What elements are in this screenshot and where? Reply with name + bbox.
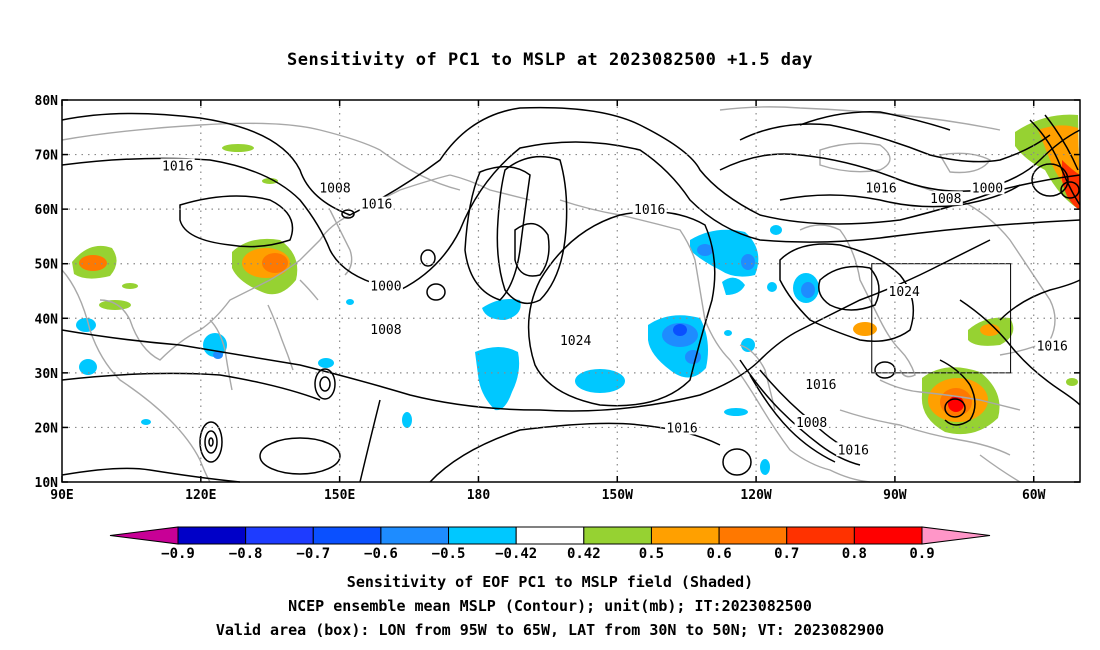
shaded-sensitivity-areas — [72, 114, 1080, 475]
contour-label-bg — [970, 180, 1005, 195]
contour-label: 1016 — [1037, 340, 1068, 355]
colorbar-label: −0.9 — [161, 546, 195, 562]
colorbar-label: 0.42 — [567, 546, 601, 562]
contour-label: 1008 — [796, 416, 827, 431]
colorbar-swatch — [312, 526, 382, 545]
lat-label: 60N — [35, 203, 59, 218]
contour-label: 1008 — [370, 323, 401, 338]
colorbar-label: −0.8 — [229, 546, 263, 562]
lon-label: 90E — [50, 488, 73, 503]
colorbar-label: −0.7 — [296, 546, 330, 562]
contour-label-bg — [368, 322, 403, 337]
contour-label-bg — [318, 180, 353, 195]
lat-label: 30N — [35, 367, 59, 382]
contour-label-bg — [1035, 338, 1070, 353]
contour-label-bg — [836, 442, 871, 457]
colorbar-swatch — [650, 526, 720, 545]
colorbar-legend: −0.9 −0.8 −0.7 −0.6 −0.5 −0.42 0.42 0.5 0.6 0.7 0.… — [109, 526, 991, 562]
lon-label: 150W — [602, 488, 633, 503]
lat-label: 70N — [35, 149, 59, 164]
contour-label: 1016 — [162, 159, 193, 174]
caption-line-1: Sensitivity of EOF PC1 to MSLP field (Sh… — [346, 573, 754, 591]
contour-label-bg — [160, 158, 195, 173]
lon-label: 180 — [467, 488, 491, 503]
colorbar-label: 0.5 — [639, 546, 664, 562]
colorbar-label: −0.6 — [364, 546, 398, 562]
lon-label: 120E — [185, 488, 216, 503]
contour-label: 1016 — [838, 443, 869, 458]
valid-area-box — [871, 263, 1012, 374]
lon-label: 120W — [740, 488, 771, 503]
colorbar-label: −0.5 — [432, 546, 466, 562]
lat-label: 10N — [35, 476, 59, 491]
colorbar-label: 0.8 — [842, 546, 867, 562]
colorbar-swatch — [853, 526, 923, 545]
lat-label: 20N — [35, 421, 59, 436]
contour-label: 1016 — [865, 181, 896, 196]
contour-label-bg — [665, 420, 700, 435]
colorbar-label: 0.7 — [774, 546, 799, 562]
lat-label: 50N — [35, 258, 59, 273]
colorbar-swatch — [583, 526, 652, 545]
contour-label-bg — [359, 196, 394, 211]
contour-label-bg — [368, 278, 403, 293]
contour-label-bg — [794, 414, 829, 429]
lon-label: 150E — [324, 488, 355, 503]
negative-sensitivity-shading — [76, 225, 819, 475]
lon-label: 60W — [1022, 488, 1046, 503]
contour-label-bg — [632, 202, 667, 217]
contour-label: 1008 — [930, 192, 961, 207]
contour-label: 1016 — [805, 378, 836, 393]
lon-label: 90W — [883, 488, 907, 503]
contour-label-bg — [558, 333, 593, 348]
map-title: Sensitivity of PC1 to MSLP at 2023082500… — [286, 50, 813, 70]
colorbar-swatch — [177, 526, 247, 545]
lat-label: 40N — [35, 312, 59, 327]
colorbar-swatch — [718, 526, 788, 545]
lat-lon-gridlines — [62, 100, 1080, 482]
colorbar-label: 0.6 — [706, 546, 731, 562]
caption-line-2: NCEP ensemble mean MSLP (Contour); unit(… — [288, 597, 812, 615]
colorbar-swatch — [380, 526, 450, 545]
caption-line-3: Valid area (box): LON from 95W to 65W, L… — [215, 621, 885, 639]
contour-label: 1016 — [666, 421, 697, 436]
contour-label: 1008 — [319, 181, 350, 196]
colorbar-label: −0.42 — [495, 546, 537, 562]
colorbar-high-extension — [921, 526, 991, 545]
contour-label: 1000 — [972, 181, 1003, 196]
map-frame — [61, 99, 1081, 483]
contour-label: 1024 — [560, 334, 591, 349]
lat-label: 80N — [35, 94, 59, 109]
contour-label-bg — [803, 376, 838, 391]
contour-label: 1016 — [634, 203, 665, 218]
colorbar-swatch — [515, 526, 585, 545]
colorbar-swatch — [786, 526, 855, 545]
colorbar-swatch — [245, 526, 314, 545]
contour-labels: 1008 1008 1016 1016 1008 1016 1016 1016 1008 1000… — [160, 158, 1070, 458]
contour-label: 1024 — [889, 285, 920, 300]
colorbar-swatch — [448, 526, 517, 545]
colorbar-low-extension — [109, 526, 179, 545]
colorbar-label: 0.9 — [909, 546, 934, 562]
contour-label: 1000 — [370, 280, 401, 295]
contour-label-bg — [864, 180, 899, 195]
contour-label-bg — [887, 284, 922, 298]
contour-label: 1016 — [361, 198, 392, 213]
contour-label-bg — [928, 191, 963, 206]
mslp-contours — [61, 106, 1081, 483]
